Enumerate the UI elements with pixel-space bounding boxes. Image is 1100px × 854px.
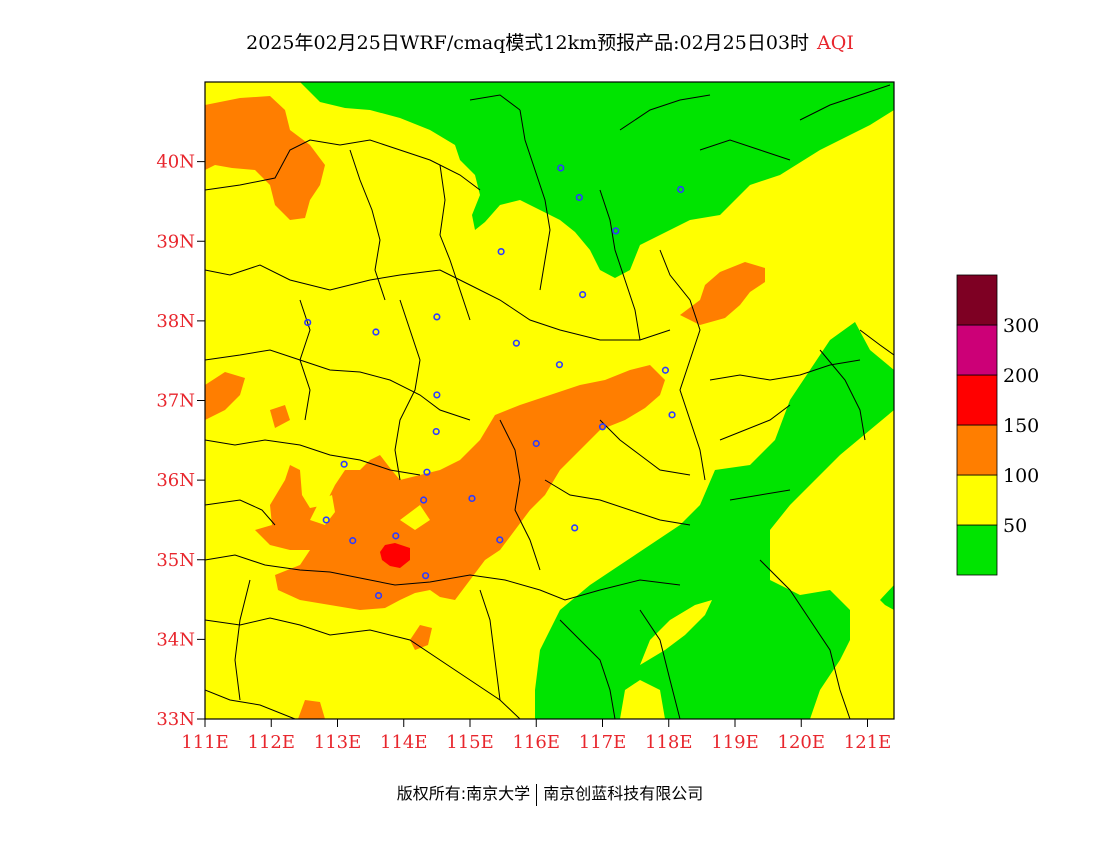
- legend-label: 200: [1003, 365, 1039, 387]
- legend-label: 300: [1003, 315, 1039, 337]
- city-station-marker: [372, 328, 380, 336]
- legend-label: 150: [1003, 415, 1039, 437]
- copyright-separator: [536, 783, 538, 806]
- legend-label: 100: [1003, 465, 1039, 487]
- aqi-zone-moderate-hole-2: [400, 505, 430, 530]
- lon-tick-label: 114E: [380, 732, 428, 753]
- city-station-marker: [512, 339, 520, 347]
- copyright-footer: 版权所有:南京大学 南京创蓝科技有限公司: [0, 780, 1100, 806]
- city-station-marker: [420, 496, 428, 504]
- city-station-marker: [392, 532, 400, 540]
- lat-tick-label: 38N: [156, 311, 195, 332]
- aqi-zone-usg-west: [205, 372, 245, 420]
- lon-tick-label: 113E: [314, 732, 362, 753]
- city-station-marker: [598, 423, 607, 431]
- lat-tick-label: 33N: [156, 709, 195, 730]
- legend-swatch: [956, 374, 998, 426]
- city-station-marker: [532, 439, 540, 448]
- legend-label: 50: [1003, 515, 1027, 537]
- legend-swatch: [956, 524, 998, 576]
- copyright-owner: 版权所有:南京大学: [396, 784, 531, 803]
- axis-tick-labels: 33N 34N 35N 36N 37N 38N 39N 40N 111E 112E 113E 114E…: [156, 152, 891, 753]
- lon-tick-label: 119E: [711, 732, 759, 753]
- city-station-marker: [555, 361, 564, 369]
- lat-tick-label: 35N: [156, 550, 195, 571]
- city-station-marker: [432, 427, 440, 436]
- color-legend: 50 100 150 200 300: [956, 274, 1039, 576]
- aqi-zone-good-east: [880, 585, 894, 610]
- city-station-marker: [557, 164, 565, 172]
- aqi-zone-usg-main: [255, 365, 665, 610]
- city-station-marker: [422, 572, 430, 580]
- aqi-zone-unhealthy: [380, 543, 410, 568]
- legend-swatch: [956, 474, 998, 526]
- city-station-marker: [433, 313, 441, 321]
- legend-swatch: [956, 274, 998, 326]
- lon-tick-label: 115E: [446, 732, 494, 753]
- city-station-marker: [677, 185, 685, 194]
- legend-swatch: [956, 324, 998, 376]
- lon-tick-label: 118E: [645, 732, 693, 753]
- aqi-zone-good-south: [535, 322, 894, 719]
- lat-tick-label: 34N: [156, 629, 195, 650]
- aqi-zone-good-north: [300, 82, 894, 278]
- title-variable: AQI: [817, 32, 854, 54]
- axis-ticks: [197, 161, 868, 727]
- aqi-zone-usg-northwest: [205, 96, 325, 220]
- lon-tick-label: 121E: [844, 732, 892, 753]
- chart-title: 2025年02月25日WRF/cmaq模式12km预报产品:02月25日03时 A…: [0, 28, 1100, 55]
- lon-tick-label: 111E: [181, 732, 229, 753]
- lat-tick-label: 40N: [156, 152, 195, 173]
- city-station-marker: [497, 248, 505, 256]
- copyright-company: 南京创蓝科技有限公司: [543, 784, 704, 803]
- city-station-marker: [661, 366, 670, 374]
- lat-tick-label: 37N: [156, 391, 195, 412]
- city-station-marker: [423, 468, 431, 476]
- legend-swatch: [956, 424, 998, 476]
- city-station-marker: [433, 391, 441, 399]
- lon-tick-label: 120E: [778, 732, 826, 753]
- city-station-marker: [374, 591, 383, 600]
- aqi-zone-usg-west-small: [270, 405, 290, 428]
- city-station-marker: [304, 318, 312, 327]
- aqi-zone-usg-northeast: [680, 262, 765, 325]
- aqi-zone-moderate-strip: [640, 600, 712, 665]
- lon-tick-label: 116E: [513, 732, 561, 753]
- lat-tick-label: 36N: [156, 470, 195, 491]
- lon-tick-label: 112E: [248, 732, 296, 753]
- city-station-marker: [668, 411, 676, 419]
- city-stations: [304, 164, 685, 600]
- title-product: 2025年02月25日WRF/cmaq模式12km预报产品:02月25日03时: [246, 32, 810, 54]
- city-station-marker: [496, 536, 504, 544]
- city-station-marker: [612, 227, 620, 235]
- lon-tick-label: 117E: [579, 732, 627, 753]
- city-station-marker: [579, 290, 587, 299]
- city-station-marker: [349, 537, 357, 545]
- city-station-marker: [340, 460, 348, 468]
- aqi-zone-usg-southwest: [298, 700, 325, 719]
- city-station-marker: [468, 494, 476, 503]
- city-station-marker: [322, 516, 330, 524]
- city-station-marker: [575, 193, 583, 202]
- lat-tick-label: 39N: [156, 231, 195, 252]
- aqi-field: [205, 82, 894, 719]
- boundary-lines: [205, 84, 894, 719]
- city-station-marker: [571, 524, 579, 532]
- aqi-zone-moderate-patch: [620, 680, 665, 719]
